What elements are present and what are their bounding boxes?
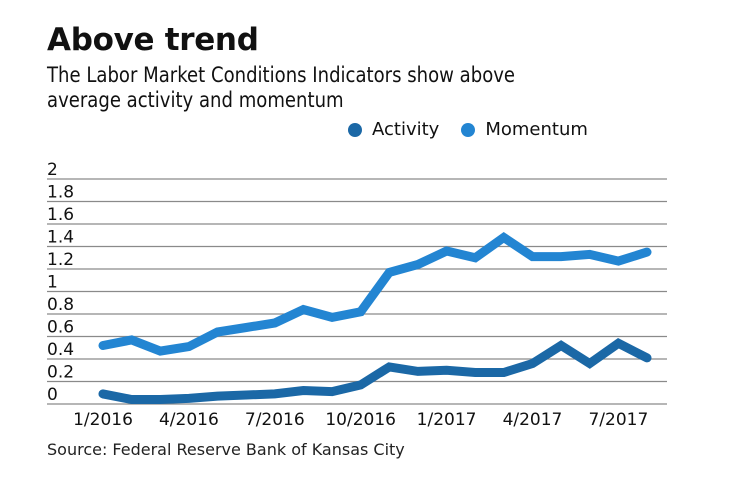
y-tick-label: 1	[47, 273, 58, 293]
legend-label-activity: Activity	[372, 119, 440, 140]
y-tick-label: 0.6	[47, 318, 74, 338]
subtitle-line-1: The Labor Market Conditions Indicators s…	[47, 63, 516, 87]
x-tick-label: 1/2016	[73, 410, 133, 430]
legend-label-momentum: Momentum	[485, 119, 588, 140]
series-lines	[98, 232, 652, 404]
y-tick-label: 0.2	[47, 363, 74, 383]
x-tick-label: 4/2017	[503, 410, 563, 430]
legend-item-activity: Activity	[348, 119, 439, 140]
y-tick-label: 1.8	[47, 183, 74, 203]
chart-subtitle: The Labor Market Conditions Indicators s…	[47, 63, 597, 113]
series-line-activity	[98, 338, 652, 404]
x-tick-label: 10/2016	[325, 410, 396, 430]
y-tick-label: 0.8	[47, 295, 74, 315]
x-tick-label: 7/2017	[588, 410, 648, 430]
chart-title: Above trend	[47, 22, 259, 58]
source-note: Source: Federal Reserve Bank of Kansas C…	[47, 440, 405, 459]
y-tick-label: 1.4	[47, 228, 74, 248]
y-tick-label: 0.4	[47, 340, 74, 360]
y-tick-label: 2	[47, 160, 58, 180]
x-tick-label: 4/2016	[159, 410, 219, 430]
subtitle-line-2: average activity and momentum	[47, 88, 344, 112]
x-tick-label: 7/2016	[245, 410, 305, 430]
y-tick-label: 1.2	[47, 250, 74, 270]
y-axis-tick-labels: 00.2 0.40.6 0.81 1.21.4 1.61.8 2	[47, 160, 74, 405]
chart-legend: Activity Momentum	[348, 119, 610, 140]
y-tick-label: 1.6	[47, 205, 74, 225]
activity-legend-dot-icon	[348, 122, 362, 137]
y-tick-label: 0	[47, 385, 58, 405]
gridlines	[47, 178, 667, 405]
series-line-momentum	[98, 232, 652, 356]
x-axis-tick-labels: 1/2016 4/2016 7/2016 10/2016 1/2017 4/2017 7/2…	[73, 410, 648, 430]
x-tick-label: 1/2017	[417, 410, 477, 430]
momentum-legend-dot-icon	[461, 122, 476, 137]
legend-item-momentum: Momentum	[461, 119, 588, 140]
